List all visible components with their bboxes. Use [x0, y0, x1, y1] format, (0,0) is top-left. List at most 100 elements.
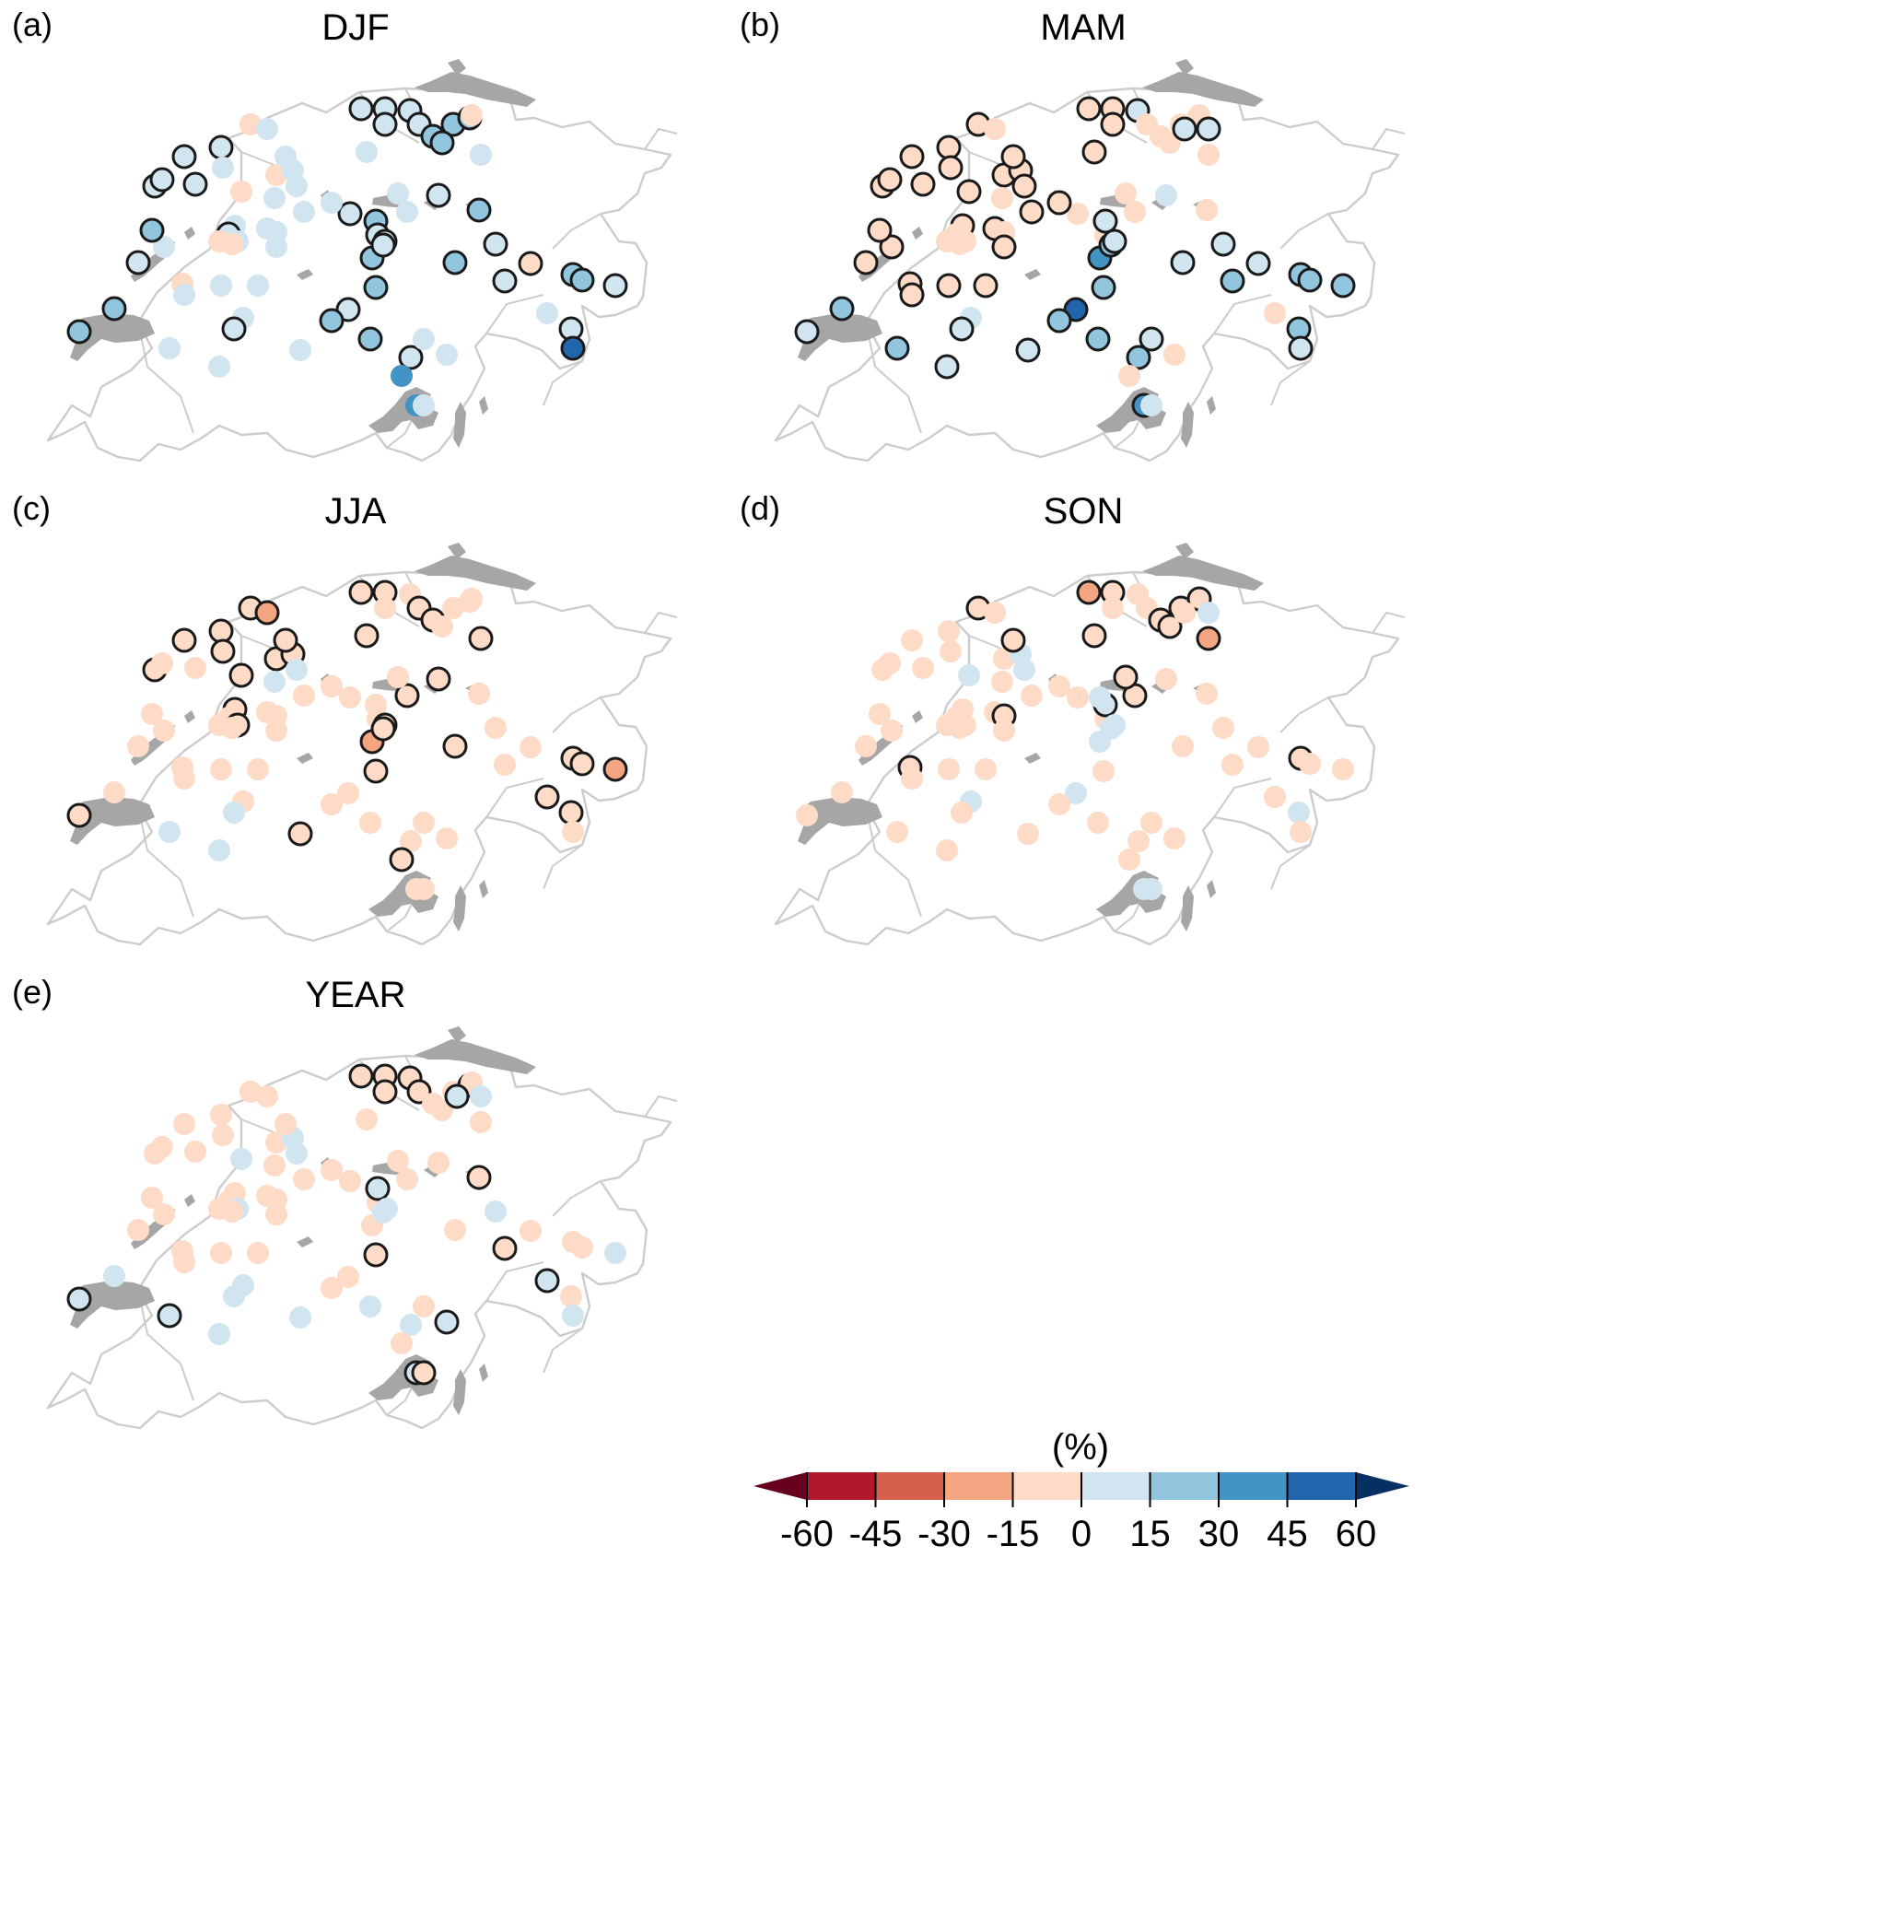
station-marker — [461, 588, 483, 610]
station-marker — [1290, 821, 1312, 843]
station-marker-significant — [125, 250, 151, 275]
panel-e: (e) YEAR — [12, 973, 679, 1430]
station-marker — [208, 1323, 230, 1345]
station-marker-significant — [171, 144, 197, 170]
station-marker — [869, 703, 891, 725]
station-marker — [470, 1111, 492, 1133]
station-marker — [289, 339, 311, 361]
station-marker-significant — [1076, 96, 1102, 122]
station-marker-significant — [228, 662, 254, 688]
station-marker-significant — [560, 335, 586, 361]
station-marker — [984, 118, 1006, 140]
station-marker — [339, 686, 361, 708]
station-marker — [275, 146, 297, 168]
station-marker — [413, 328, 435, 350]
station-marker — [158, 337, 181, 359]
panel-season-title: DJF — [321, 7, 389, 48]
station-marker — [356, 1108, 378, 1130]
colorbar-bin — [1012, 1472, 1082, 1500]
station-marker-significant — [287, 821, 313, 847]
station-marker-significant — [348, 96, 374, 122]
station-marker-significant — [426, 182, 451, 208]
station-marker-significant — [949, 316, 975, 342]
station-markers — [66, 1063, 626, 1386]
station-marker — [337, 782, 359, 804]
station-marker — [127, 1219, 149, 1241]
colorbar-under-arrow — [753, 1472, 807, 1500]
station-marker-significant — [372, 1079, 398, 1105]
station-marker-significant — [273, 627, 298, 653]
colorbar-bin — [1081, 1472, 1151, 1500]
station-marker — [1127, 830, 1150, 852]
station-marker — [1174, 602, 1196, 624]
station-marker-significant — [426, 666, 451, 692]
station-marker — [210, 1242, 232, 1264]
station-marker-significant — [357, 326, 383, 352]
station-marker-significant — [372, 111, 398, 137]
station-marker — [1118, 849, 1140, 871]
panel-letter: (d) — [740, 489, 780, 527]
station-marker — [1299, 753, 1321, 775]
station-marker — [1118, 365, 1140, 387]
station-marker — [991, 187, 1013, 209]
station-marker — [239, 1081, 262, 1103]
station-marker — [951, 802, 973, 824]
station-marker — [321, 793, 343, 815]
station-marker — [141, 703, 163, 725]
station-marker — [975, 758, 997, 780]
station-marker — [339, 1170, 361, 1192]
station-marker-significant — [534, 1268, 560, 1294]
station-marker — [247, 275, 269, 297]
station-marker-significant — [1081, 139, 1107, 165]
station-marker-significant — [1330, 273, 1356, 299]
station-marker-significant — [899, 282, 925, 308]
station-marker-significant — [363, 758, 389, 784]
station-marker — [562, 821, 584, 843]
station-marker — [1013, 659, 1035, 681]
station-marker — [993, 648, 1015, 670]
panel-season-title: SON — [1044, 491, 1124, 532]
station-marker — [356, 141, 378, 163]
station-marker — [173, 1113, 195, 1135]
station-marker — [436, 344, 458, 366]
station-marker — [413, 878, 435, 900]
station-marker — [221, 717, 243, 739]
station-marker — [141, 1187, 163, 1209]
station-marker-significant — [1245, 251, 1271, 276]
station-marker — [321, 675, 343, 697]
station-marker-significant — [208, 135, 234, 160]
station-marker — [387, 1150, 409, 1172]
station-marker-significant — [1015, 337, 1041, 363]
station-marker — [127, 735, 149, 757]
station-marker — [210, 1104, 232, 1126]
station-marker-significant — [370, 716, 396, 742]
station-marker-significant — [444, 1083, 470, 1109]
panel-letter: (b) — [740, 6, 780, 43]
station-marker — [520, 1220, 542, 1242]
panel-d: (d) SON — [740, 489, 1407, 946]
station-marker-significant — [1076, 580, 1102, 605]
station-marker — [604, 1242, 626, 1264]
station-marker — [321, 192, 343, 214]
colorbar-bins — [753, 1472, 1409, 1500]
station-marker-significant — [365, 1176, 391, 1201]
colorbar-tick-label: -15 — [987, 1514, 1040, 1554]
station-marker — [221, 233, 243, 255]
station-marker — [1247, 736, 1269, 758]
panel-a: (a) DJF — [12, 6, 679, 463]
station-marker — [1115, 182, 1137, 205]
station-markers — [66, 580, 628, 900]
station-marker-significant — [1000, 144, 1026, 170]
station-marker-significant — [492, 1235, 518, 1261]
station-marker — [374, 597, 396, 619]
station-marker — [396, 1168, 418, 1190]
station-marker-significant — [389, 847, 415, 872]
station-marker — [1221, 754, 1244, 776]
station-markers — [794, 96, 1356, 418]
colorbar-ticks: -60 -45 -30 -15 0 15 30 45 60 — [780, 1472, 1376, 1554]
station-marker — [263, 1154, 286, 1177]
panel-c: (c) JJA — [12, 489, 679, 946]
station-marker — [444, 1219, 466, 1241]
station-marker-significant — [348, 580, 374, 605]
station-marker — [560, 1285, 582, 1307]
